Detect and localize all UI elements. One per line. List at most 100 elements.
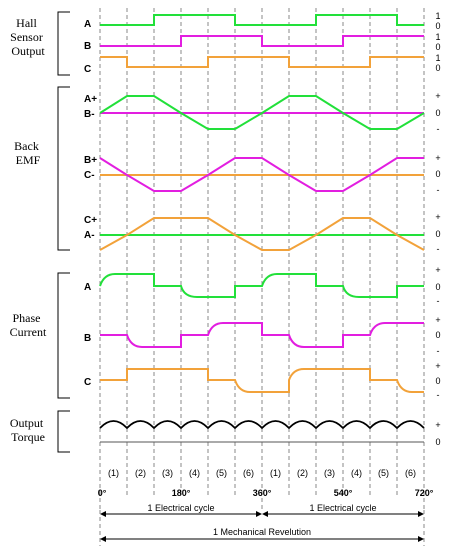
mark-plus: + xyxy=(435,361,440,371)
group-title-line: EMF xyxy=(16,153,41,167)
mark-zero: 0 xyxy=(435,42,440,52)
mark-zero: 0 xyxy=(435,169,440,179)
label-hall-a: A xyxy=(84,19,91,30)
brace-hall xyxy=(57,11,70,76)
step-label: (2) xyxy=(135,468,146,478)
label-current-c: C xyxy=(84,377,91,388)
label-emf-b-minus: B- xyxy=(84,109,95,120)
group-title-line: Output xyxy=(11,44,45,58)
group-title-hall: Hall Sensor Output xyxy=(10,16,46,58)
step-label: (5) xyxy=(216,468,227,478)
mark-zero: 0 xyxy=(435,282,440,292)
cycle-label-1: 1 Electrical cycle xyxy=(147,503,214,513)
mark-one: 1 xyxy=(435,53,440,63)
step-labels: (1) (2) (3) (4) (5) (6) (1) (2) (3) (4) … xyxy=(108,468,416,478)
mark-plus: + xyxy=(435,315,440,325)
angle-label: 720° xyxy=(415,488,434,498)
mark-plus: + xyxy=(435,153,440,163)
mark-zero: 0 xyxy=(435,330,440,340)
mark-plus: + xyxy=(435,265,440,275)
step-label: (5) xyxy=(378,468,389,478)
angle-labels: 0° 180° 360° 540° 720° xyxy=(98,488,434,498)
current-b-wave xyxy=(100,322,424,348)
emf-waveforms xyxy=(99,95,425,251)
group-title-line: Sensor xyxy=(10,30,43,44)
group-title-line: Torque xyxy=(11,430,45,444)
angle-label: 180° xyxy=(172,488,191,498)
label-current-a: A xyxy=(84,282,91,293)
brace-emf xyxy=(57,86,70,251)
group-title-line: Phase xyxy=(13,311,41,325)
step-label: (3) xyxy=(162,468,173,478)
group-title-emf: Back EMF xyxy=(14,139,42,167)
label-emf-c-minus: C- xyxy=(84,170,95,181)
mark-zero: 0 xyxy=(435,437,440,447)
mark-minus: - xyxy=(437,124,440,134)
group-braces xyxy=(57,11,70,453)
group-title-line: Output xyxy=(10,416,44,430)
hall-waveforms xyxy=(100,14,424,68)
step-label: (3) xyxy=(324,468,335,478)
torque-ripple-wave xyxy=(99,420,425,430)
step-label: (1) xyxy=(270,468,281,478)
arrow-head-right xyxy=(418,536,424,542)
step-label: (1) xyxy=(108,468,119,478)
group-title-line: Back xyxy=(14,139,39,153)
emf-bc-wave xyxy=(99,157,424,192)
arrow-head-left xyxy=(100,536,106,542)
mark-plus: + xyxy=(435,91,440,101)
step-label: (6) xyxy=(405,468,416,478)
label-current-b: B xyxy=(84,333,91,344)
electrical-cycle-arrows: 1 Electrical cycle 1 Electrical cycle xyxy=(100,503,424,517)
mark-plus: + xyxy=(435,212,440,222)
mark-minus: - xyxy=(437,185,440,195)
label-hall-b: B xyxy=(84,41,91,52)
arrow-head-left xyxy=(262,511,268,517)
mark-minus: - xyxy=(437,296,440,306)
mark-zero: 0 xyxy=(435,21,440,31)
angle-label: 540° xyxy=(334,488,353,498)
group-title-torque: Output Torque xyxy=(10,416,46,444)
mark-plus: + xyxy=(435,420,440,430)
mark-zero: 0 xyxy=(435,108,440,118)
step-label: (4) xyxy=(189,468,200,478)
mark-one: 1 xyxy=(435,11,440,21)
emf-ca-wave xyxy=(99,217,425,251)
label-emf-a-minus: A- xyxy=(84,230,95,241)
step-gridlines xyxy=(99,8,425,510)
arrow-head-left xyxy=(100,511,106,517)
mechanical-revolution-arrow: 1 Mechanical Revelution xyxy=(99,510,425,546)
brace-torque xyxy=(57,410,70,453)
arrow-head-right xyxy=(418,511,424,517)
group-title-current: Phase Current xyxy=(10,311,47,339)
hall-a-wave xyxy=(100,14,424,26)
cycle-label-2: 1 Electrical cycle xyxy=(309,503,376,513)
mark-zero: 0 xyxy=(435,63,440,73)
group-title-line: Hall xyxy=(16,16,37,30)
angle-label: 360° xyxy=(253,488,272,498)
mark-minus: - xyxy=(437,390,440,400)
group-title-line: Current xyxy=(10,325,47,339)
mark-minus: - xyxy=(437,244,440,254)
angle-label: 0° xyxy=(98,488,107,498)
brace-current xyxy=(57,272,70,399)
torque-section xyxy=(99,420,425,443)
label-emf-b-plus: B+ xyxy=(84,155,97,166)
mech-label: 1 Mechanical Revelution xyxy=(213,527,311,537)
signal-labels: A B C A+ B- B+ C- C+ A- A B C xyxy=(84,19,97,388)
mark-zero: 0 xyxy=(435,229,440,239)
step-label: (6) xyxy=(243,468,254,478)
step-label: (2) xyxy=(297,468,308,478)
label-hall-c: C xyxy=(84,64,91,75)
current-c-wave xyxy=(100,368,424,393)
current-waveforms xyxy=(99,273,424,393)
label-emf-a-plus: A+ xyxy=(84,94,97,105)
hall-c-wave xyxy=(100,56,424,68)
mark-one: 1 xyxy=(435,32,440,42)
label-emf-c-plus: C+ xyxy=(84,215,97,226)
emf-ab-wave xyxy=(99,95,425,130)
arrow-head-right xyxy=(256,511,262,517)
current-a-wave xyxy=(99,273,424,298)
